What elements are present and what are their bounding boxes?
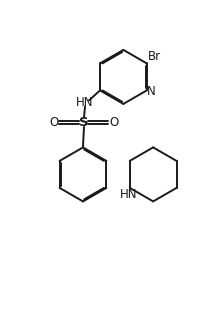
Text: HN: HN bbox=[120, 188, 138, 201]
Text: N: N bbox=[146, 85, 155, 98]
Text: O: O bbox=[49, 116, 59, 129]
Text: Br: Br bbox=[148, 51, 161, 64]
Text: HN: HN bbox=[76, 96, 94, 109]
Text: S: S bbox=[79, 116, 89, 129]
Text: O: O bbox=[109, 116, 119, 129]
